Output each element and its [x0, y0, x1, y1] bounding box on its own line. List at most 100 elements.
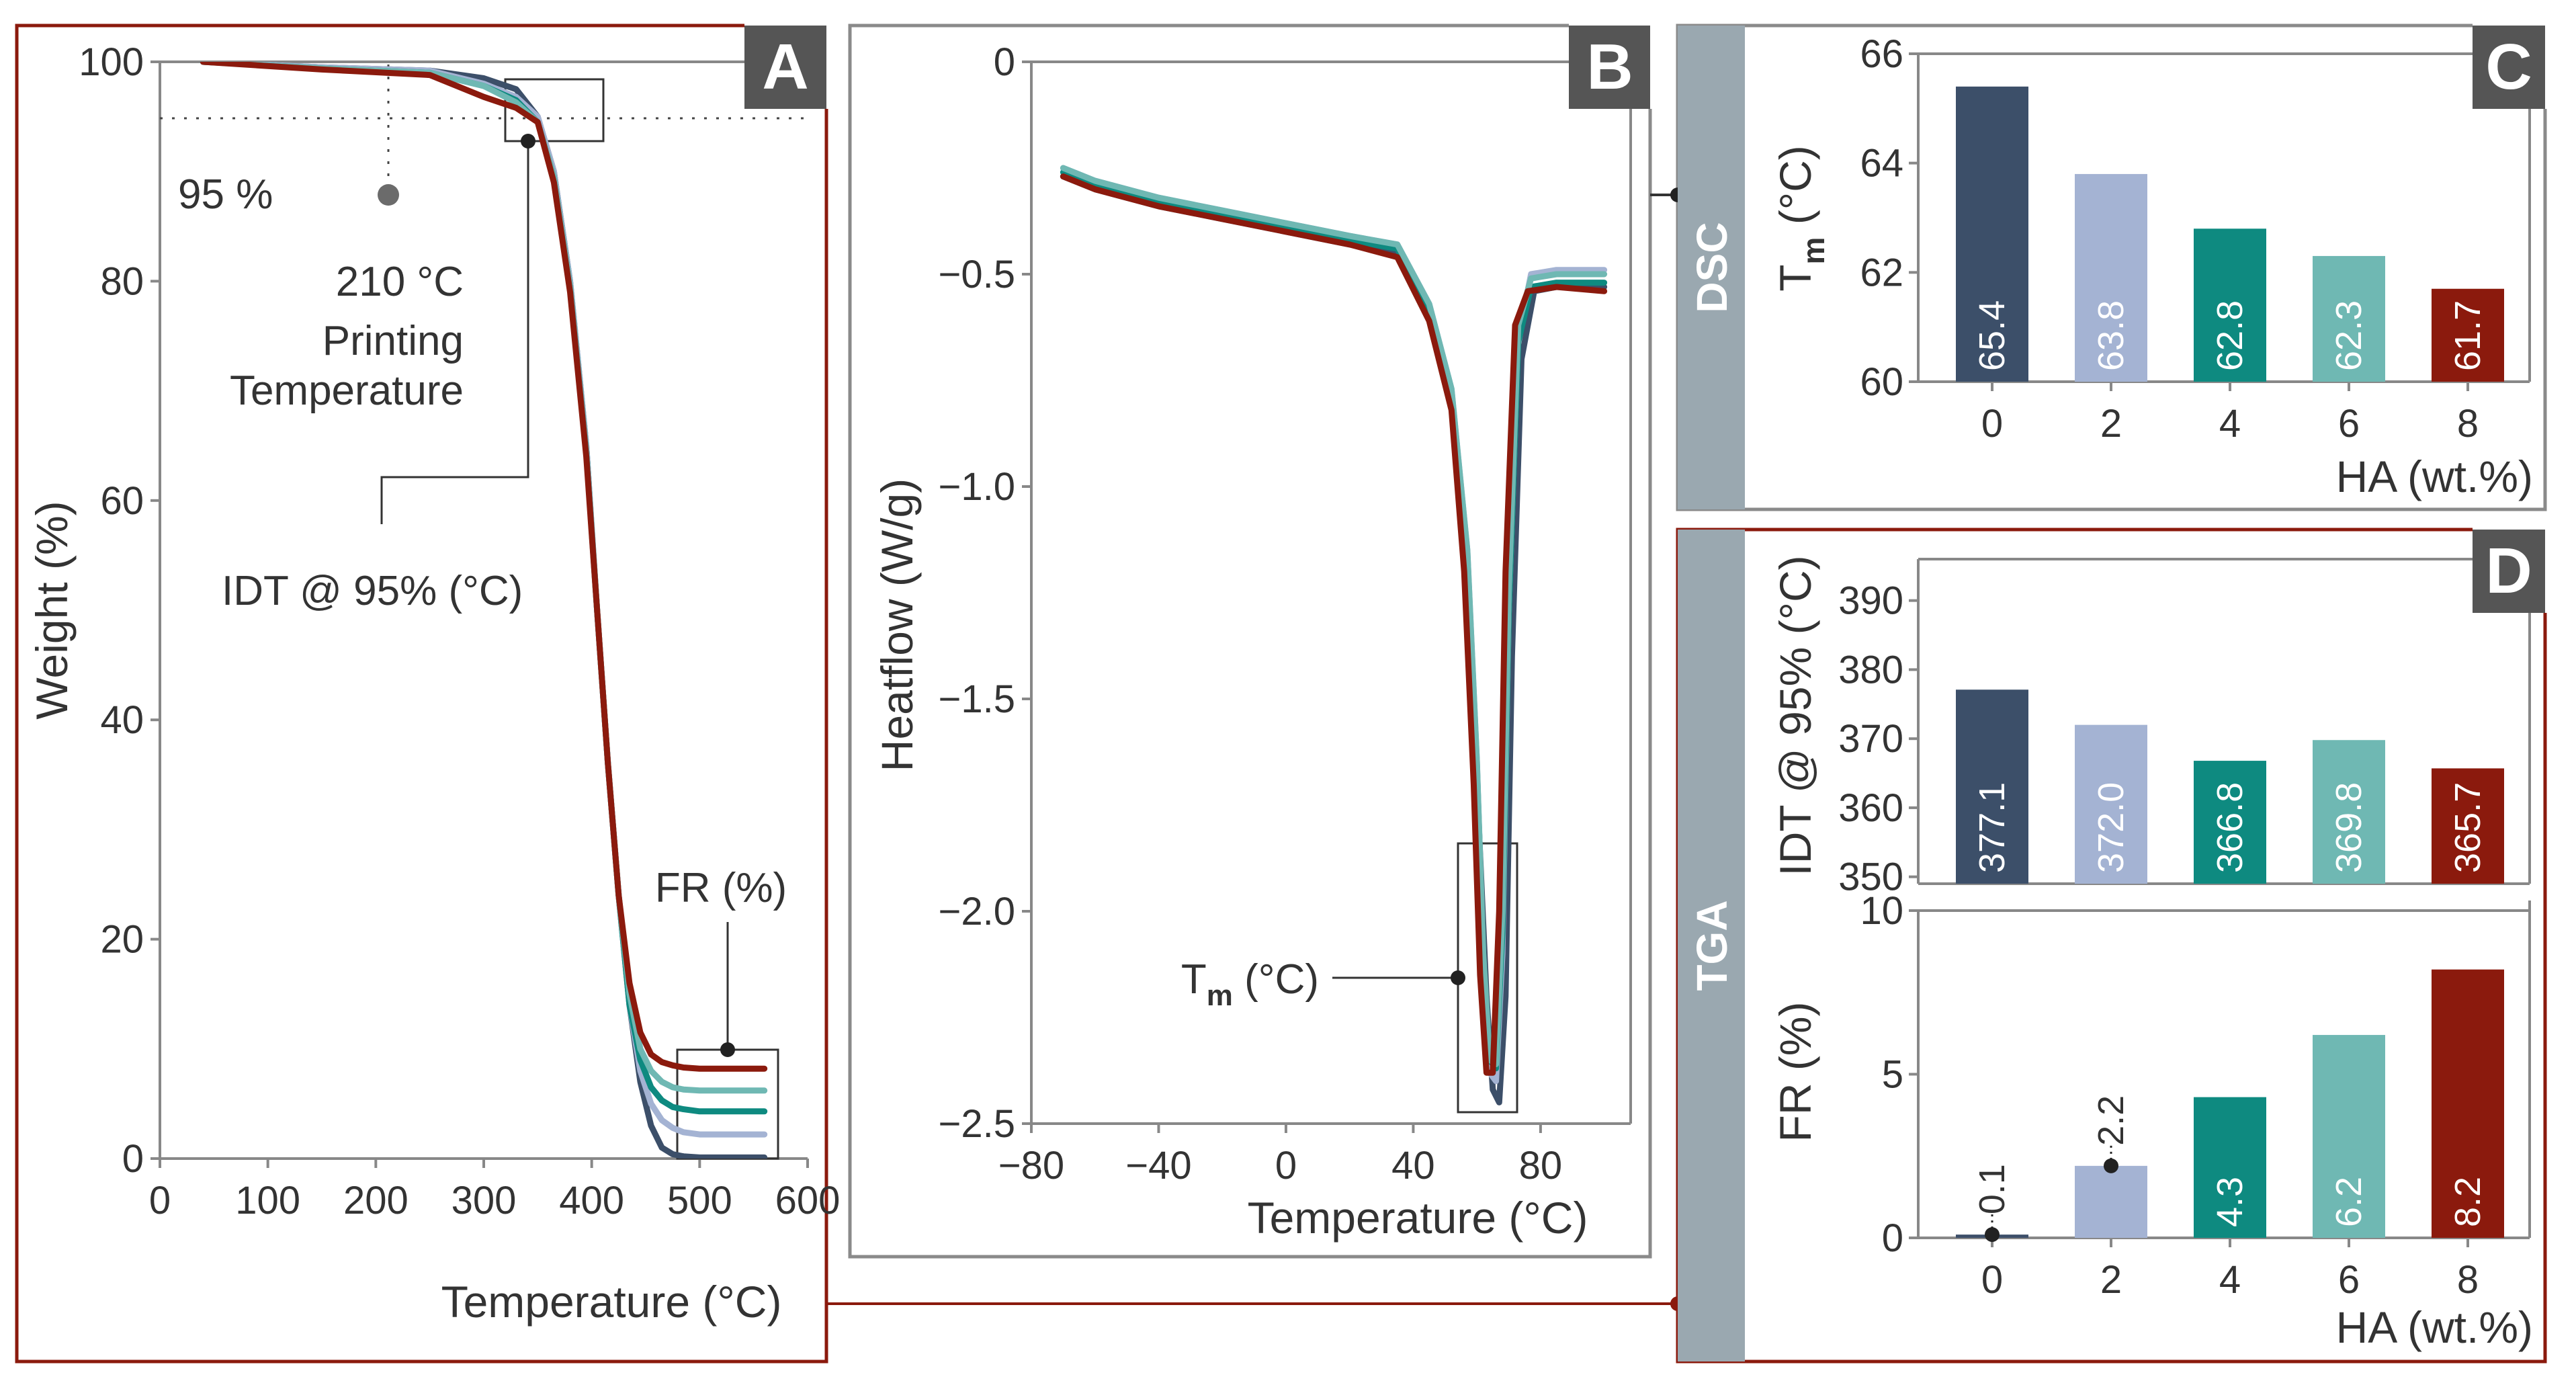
- value-leader-dot: [2104, 1158, 2118, 1173]
- bar-8: [2432, 969, 2504, 1238]
- bar-6: [2313, 255, 2385, 382]
- y-tick-label: 62: [1860, 251, 1903, 294]
- x-tick-label: −40: [1125, 1144, 1191, 1187]
- x-tick-label: −80: [998, 1144, 1064, 1187]
- panel-b-series: [1060, 165, 1608, 1105]
- bar-value-label: 65.4: [1972, 300, 2012, 371]
- printing-temp-label-1: Printing: [323, 318, 464, 364]
- y-tick-label: 80: [100, 259, 144, 303]
- bar-value-label: 62.3: [2329, 300, 2369, 371]
- tm-leader-dot: [1451, 970, 1465, 985]
- threshold-95-label: 95 %: [178, 171, 273, 218]
- bar-value-label: 2.2: [2091, 1095, 2131, 1146]
- x-tick-label: 0: [149, 1179, 171, 1222]
- panel-c-bars: 60 62 64 66 0 65.4 2 63.8 4 62.8 6 62.3 8 61.7: [1860, 32, 2531, 446]
- panel-d-idt-ylabel: IDT @ 95% (°C): [1770, 555, 1820, 876]
- series-line-6wt: [1060, 165, 1608, 1067]
- y-tick-label: 0: [994, 40, 1015, 84]
- panel-c-ylabel: Tm (°C): [1770, 145, 1831, 292]
- tm-label: Tm (°C): [1181, 956, 1319, 1012]
- y-tick-label: −2.5: [939, 1102, 1016, 1146]
- x-tick-label: 0: [1981, 402, 2003, 446]
- dsc-strip: [1678, 26, 1745, 509]
- y-tick-label: −1.5: [939, 677, 1016, 721]
- idt-zoom-box: [504, 78, 605, 142]
- svg-text:B: B: [1586, 31, 1633, 103]
- bar-0: [1956, 689, 2028, 884]
- panel-b-axes: −80 −40 0 40 80 0 −0.5 −1.0 −1.5 −2.0 −2.5: [939, 40, 1632, 1187]
- panel-b-guides: [1332, 842, 1518, 1114]
- panel-b-chart: −80 −40 0 40 80 0 −0.5 −1.0 −1.5 −2.0 −2.5 Tm (°C)…: [872, 40, 1632, 1243]
- idt-leader: [380, 141, 529, 524]
- bar-6: [2313, 740, 2385, 884]
- bar-4: [2194, 228, 2266, 382]
- svg-text:C: C: [2485, 31, 2532, 103]
- x-tick-label: 8: [2457, 1258, 2479, 1302]
- x-tick-label: 600: [775, 1179, 841, 1222]
- badge-b: B: [1569, 26, 1650, 109]
- bar-6: [2313, 1035, 2385, 1238]
- x-tick-label: 40: [1391, 1144, 1435, 1187]
- bar-value-label: 0.1: [1972, 1164, 2012, 1214]
- badge-c: C: [2473, 26, 2545, 109]
- x-tick-label: 100: [235, 1179, 300, 1222]
- panel-a-series: [200, 62, 768, 1159]
- badge-a: A: [744, 26, 826, 109]
- panel-a-xlabel: Temperature (°C): [441, 1277, 782, 1327]
- printing-temp-value: 210 °C: [336, 259, 464, 305]
- y-tick-label: −0.5: [939, 253, 1016, 296]
- y-tick-label: 380: [1838, 648, 1903, 692]
- panel-d-idt-bars: 350 360 370 380 390 377.1 372.0 366.8 369.8 365.7: [1838, 558, 2531, 899]
- tga-strip: [1678, 530, 1745, 1362]
- bar-value-label: 372.0: [2091, 782, 2131, 873]
- y-tick-label: 20: [100, 918, 144, 962]
- y-tick-label: 0: [1882, 1216, 1903, 1260]
- bar-2: [2075, 173, 2147, 382]
- y-tick-label: 40: [100, 698, 144, 742]
- panel-a-annotations: 95 % 210 °C Printing Temperature IDT @ 9…: [178, 171, 787, 911]
- idt-label: IDT @ 95% (°C): [222, 568, 523, 614]
- bar-value-label: 4.3: [2210, 1177, 2250, 1227]
- x-tick-label: 8: [2457, 402, 2479, 446]
- bar-2: [2075, 1165, 2147, 1238]
- panel-d-fr-bars: 0 5 10 0 0.1 2 2.2 4 4.3 6 6.2 8 8.2: [1860, 889, 2531, 1302]
- panel-a-chart: 0 100 200 300 400 500 600 0 20 40 60 80 100 95 % 210…: [27, 40, 840, 1327]
- y-tick-label: 5: [1882, 1053, 1903, 1097]
- panel-b-ylabel: Heatflow (W/g): [872, 478, 922, 771]
- bar-value-label: 369.8: [2329, 782, 2369, 873]
- x-tick-label: 4: [2219, 1258, 2241, 1302]
- printing-temp-label-2: Temperature: [230, 368, 464, 414]
- x-tick-label: 400: [559, 1179, 624, 1222]
- x-tick-label: 6: [2338, 1258, 2360, 1302]
- bar-value-label: 8.2: [2448, 1177, 2488, 1227]
- series-line-8wt: [200, 62, 768, 1072]
- bar-value-label: 6.2: [2329, 1177, 2369, 1227]
- y-tick-label: 60: [100, 479, 144, 523]
- y-tick-label: 390: [1838, 579, 1903, 623]
- x-tick-label: 300: [452, 1179, 517, 1222]
- x-tick-label: 2: [2100, 402, 2122, 446]
- bar-2: [2075, 724, 2147, 884]
- bar-8: [2432, 288, 2504, 382]
- x-tick-label: 0: [1981, 1258, 2003, 1302]
- bar-0: [1956, 86, 2028, 382]
- idt-leader-dot: [521, 134, 535, 149]
- y-tick-label: −1.0: [939, 465, 1016, 509]
- bar-value-label: 366.8: [2210, 782, 2250, 873]
- bar-4: [2194, 761, 2266, 884]
- panel-d-fr-ylabel: FR (%): [1770, 1002, 1820, 1142]
- svg-text:D: D: [2485, 535, 2532, 607]
- x-tick-label: 0: [1275, 1144, 1297, 1187]
- series-line-8wt: [1060, 173, 1608, 1076]
- svg-text:A: A: [762, 31, 808, 103]
- bar-8: [2432, 768, 2504, 884]
- y-tick-label: 360: [1838, 786, 1903, 830]
- fr-label: FR (%): [655, 865, 787, 911]
- bar-value-label: 377.1: [1972, 782, 2012, 873]
- bar-value-label: 62.8: [2210, 300, 2250, 371]
- bar-value-label: 61.7: [2448, 300, 2488, 371]
- dsc-strip-label: DSC: [1688, 222, 1736, 312]
- x-tick-label: 6: [2338, 402, 2360, 446]
